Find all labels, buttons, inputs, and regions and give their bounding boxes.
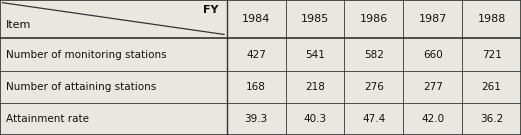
Text: 36.2: 36.2: [480, 114, 503, 124]
Text: 276: 276: [364, 82, 384, 92]
Text: 277: 277: [423, 82, 443, 92]
Text: 541: 541: [305, 50, 325, 60]
Text: Number of monitoring stations: Number of monitoring stations: [6, 50, 167, 60]
Text: 42.0: 42.0: [421, 114, 444, 124]
Text: Item: Item: [6, 20, 32, 30]
Text: Attainment rate: Attainment rate: [6, 114, 89, 124]
Text: 1985: 1985: [301, 14, 329, 24]
Text: 1988: 1988: [477, 14, 506, 24]
Text: 427: 427: [246, 50, 266, 60]
Text: 40.3: 40.3: [303, 114, 327, 124]
Text: 168: 168: [246, 82, 266, 92]
Text: 660: 660: [423, 50, 442, 60]
Text: 39.3: 39.3: [244, 114, 268, 124]
Text: 1987: 1987: [418, 14, 447, 24]
Text: 721: 721: [481, 50, 502, 60]
Text: FY: FY: [203, 5, 219, 15]
Text: 1986: 1986: [359, 14, 388, 24]
Text: Number of attaining stations: Number of attaining stations: [6, 82, 156, 92]
Text: 218: 218: [305, 82, 325, 92]
Text: 47.4: 47.4: [362, 114, 386, 124]
Text: 261: 261: [481, 82, 502, 92]
Text: 582: 582: [364, 50, 384, 60]
Text: 1984: 1984: [242, 14, 270, 24]
